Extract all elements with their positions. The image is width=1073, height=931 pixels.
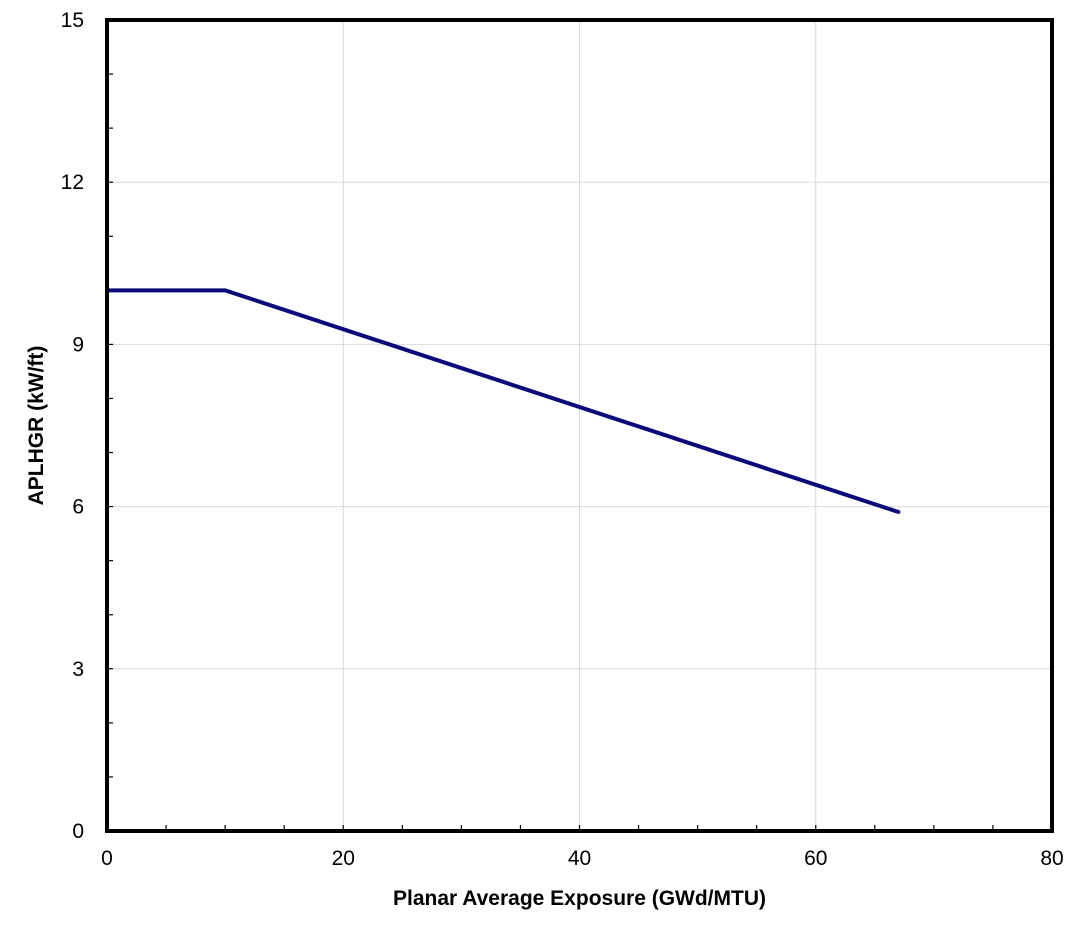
- plot-frame: [105, 18, 1054, 833]
- x-tick-label: 60: [804, 847, 827, 870]
- x-tick-label: 0: [101, 847, 113, 870]
- grid: [106, 19, 1053, 832]
- y-tick-label: 0: [72, 820, 84, 843]
- y-tick-label: 15: [61, 9, 84, 32]
- y-tick-label: 12: [61, 171, 84, 194]
- x-tick-label: 20: [332, 847, 355, 870]
- series-line: [105, 288, 901, 515]
- x-tick-label: 80: [1040, 847, 1063, 870]
- y-tick-label: 3: [72, 658, 84, 681]
- y-axis-title: APLHGR (kW/ft): [25, 346, 48, 506]
- x-axis-title: Planar Average Exposure (GWd/MTU): [393, 887, 766, 910]
- y-tick-label: 9: [72, 333, 84, 356]
- series-layer: [105, 288, 901, 515]
- minor-ticks: [107, 73, 994, 831]
- x-tick-label: 40: [568, 847, 591, 870]
- y-tick-labels: 0 3 6 9 12 15: [61, 9, 84, 843]
- y-tick-label: 6: [72, 496, 84, 519]
- x-tick-labels: 0 20 40 60 80: [101, 847, 1064, 870]
